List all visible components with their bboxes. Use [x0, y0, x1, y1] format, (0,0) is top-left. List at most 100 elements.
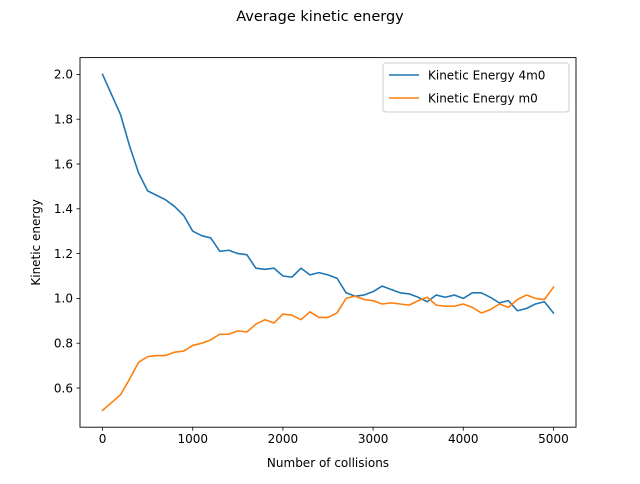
- legend-box: [382, 62, 570, 113]
- data-point: [390, 302, 392, 304]
- data-point: [417, 296, 419, 298]
- data-point: [300, 319, 302, 321]
- data-point: [291, 276, 293, 278]
- data-point: [309, 311, 311, 313]
- data-point: [417, 300, 419, 302]
- data-point: [426, 296, 428, 298]
- data-point: [544, 299, 546, 301]
- data-point: [282, 275, 284, 277]
- data-point: [345, 292, 347, 294]
- y-tick-label: 1.2: [54, 247, 73, 261]
- data-point: [192, 230, 194, 232]
- data-point: [228, 333, 230, 335]
- data-point: [138, 172, 140, 174]
- data-point: [462, 303, 464, 305]
- data-point: [553, 286, 555, 288]
- data-point: [336, 277, 338, 279]
- data-point: [453, 294, 455, 296]
- data-point: [363, 299, 365, 301]
- x-tick-label: 5000: [538, 432, 569, 446]
- x-axis-ticks: 0 1000 2000 3000 4000 5000: [99, 427, 569, 446]
- data-point: [147, 356, 149, 358]
- data-point: [517, 299, 519, 301]
- data-point: [535, 303, 537, 305]
- data-point: [508, 300, 510, 302]
- data-point: [499, 303, 501, 305]
- data-point: [246, 254, 248, 256]
- data-point: [526, 294, 528, 296]
- data-point: [291, 314, 293, 316]
- data-point: [327, 317, 329, 319]
- data-point: [219, 251, 221, 253]
- x-tick-label: 0: [99, 432, 107, 446]
- y-tick-label: 2.0: [54, 68, 73, 82]
- data-point: [517, 310, 519, 312]
- data-point: [372, 300, 374, 302]
- data-point: [183, 215, 185, 217]
- data-point: [318, 317, 320, 319]
- y-tick-label: 0.8: [54, 337, 73, 351]
- data-point: [408, 304, 410, 306]
- data-point: [264, 319, 266, 321]
- data-point: [111, 94, 113, 96]
- data-point: [481, 312, 483, 314]
- x-tick-label: 3000: [358, 432, 389, 446]
- y-axis-label: Kinetic energy: [29, 199, 43, 285]
- data-point: [156, 195, 158, 197]
- data-point: [381, 285, 383, 287]
- chart-title: Average kinetic energy: [236, 9, 404, 25]
- data-point: [399, 303, 401, 305]
- data-point: [219, 333, 221, 335]
- data-point: [165, 199, 167, 201]
- x-axis-label: Number of collisions: [267, 456, 389, 470]
- data-point: [183, 350, 185, 352]
- data-point: [255, 267, 257, 269]
- data-point: [327, 274, 329, 276]
- data-point: [435, 304, 437, 306]
- legend: Kinetic Energy 4m0 Kinetic Energy m0: [382, 62, 570, 113]
- data-point: [544, 301, 546, 303]
- data-point: [237, 253, 239, 255]
- data-point: [363, 294, 365, 296]
- y-tick-label: 1.6: [54, 157, 73, 171]
- data-point: [309, 274, 311, 276]
- series-line-1: [101, 286, 555, 412]
- data-point: [526, 308, 528, 310]
- x-tick-label: 2000: [268, 432, 299, 446]
- data-point: [120, 394, 122, 396]
- data-point: [372, 291, 374, 293]
- data-point: [102, 74, 104, 76]
- data-point: [264, 268, 266, 270]
- data-point: [237, 330, 239, 332]
- data-point: [553, 312, 555, 314]
- data-point: [129, 378, 131, 380]
- data-point: [471, 292, 473, 294]
- data-point: [138, 361, 140, 363]
- data-point: [490, 296, 492, 298]
- data-point: [535, 298, 537, 300]
- data-point: [129, 145, 131, 147]
- data-point: [102, 410, 104, 412]
- data-point: [435, 294, 437, 296]
- data-point: [174, 351, 176, 353]
- data-point: [282, 313, 284, 315]
- data-point: [490, 309, 492, 311]
- data-point: [453, 305, 455, 307]
- data-point: [426, 301, 428, 303]
- data-point: [381, 303, 383, 305]
- data-point: [399, 292, 401, 294]
- data-point: [201, 342, 203, 344]
- axes-frame: [79, 57, 577, 428]
- series-line-0: [101, 73, 555, 315]
- data-point: [345, 298, 347, 300]
- data-point: [481, 292, 483, 294]
- data-point: [471, 307, 473, 309]
- y-tick-label: 1.8: [54, 113, 73, 127]
- data-point: [201, 235, 203, 237]
- data-point: [444, 305, 446, 307]
- data-point: [255, 323, 257, 325]
- data-point: [165, 355, 167, 357]
- data-point: [192, 345, 194, 347]
